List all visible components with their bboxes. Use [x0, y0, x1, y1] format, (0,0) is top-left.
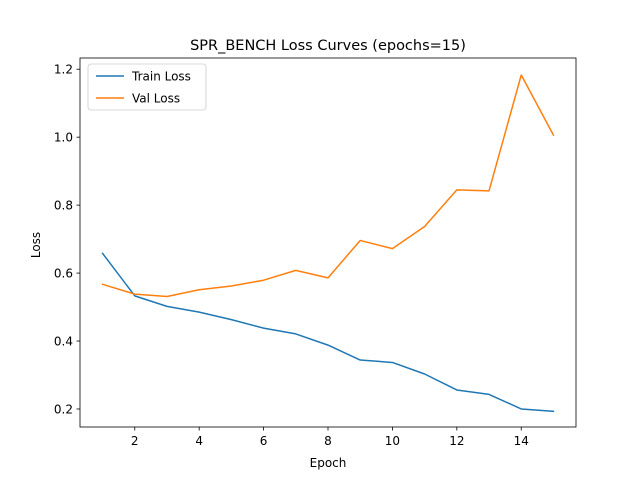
x-axis-label: Epoch	[310, 456, 347, 470]
x-tick-label: 8	[324, 434, 332, 448]
x-tick-label: 14	[514, 434, 529, 448]
y-tick-label: 1.0	[54, 131, 73, 145]
series-line-val-loss	[101, 74, 555, 298]
x-tick-label: 12	[449, 434, 464, 448]
y-tick-label: 0.8	[54, 199, 73, 213]
series-line-train-loss	[101, 252, 555, 413]
y-axis-label: Loss	[29, 232, 43, 258]
y-tick-label: 0.2	[54, 402, 73, 416]
x-tick-label: 4	[195, 434, 203, 448]
x-tick-label: 6	[260, 434, 268, 448]
y-tick-label: 0.4	[54, 335, 73, 349]
x-tick-label: 10	[385, 434, 400, 448]
plot-frame	[79, 57, 577, 428]
chart-title: SPR_BENCH Loss Curves (epochs=15)	[190, 38, 466, 54]
y-tick-label: 0.6	[54, 267, 73, 281]
plot-area: 2 4 6 8 10 12 14 0.2 0.4 0.6 0.8 1.0 1.2 Train Loss Va…	[54, 57, 577, 448]
legend-label: Train Loss	[131, 70, 191, 84]
legend-label: Val Loss	[132, 92, 180, 106]
x-tick-label: 2	[131, 434, 139, 448]
y-tick-label: 1.2	[54, 63, 73, 77]
